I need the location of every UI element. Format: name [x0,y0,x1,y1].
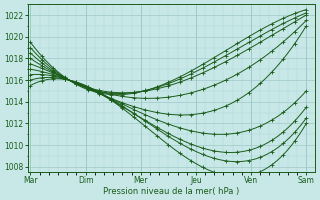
X-axis label: Pression niveau de la mer( hPa ): Pression niveau de la mer( hPa ) [103,187,239,196]
